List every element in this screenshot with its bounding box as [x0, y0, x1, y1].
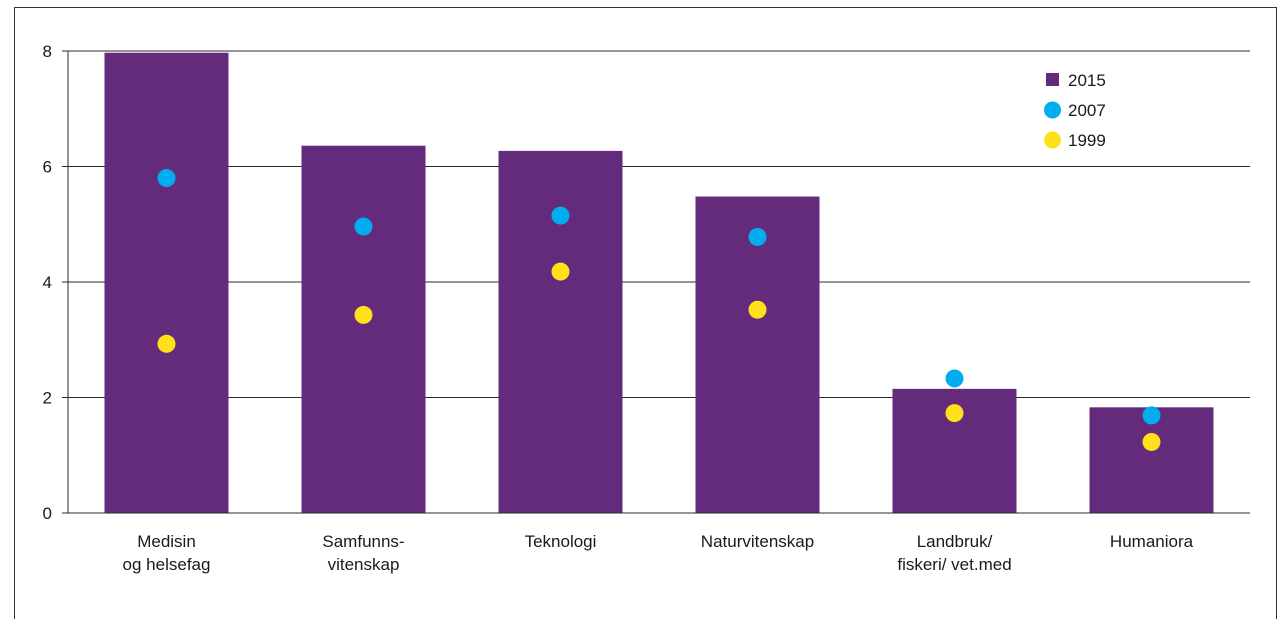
bar-2015: [1089, 407, 1214, 513]
point-1999: [157, 334, 176, 353]
point-2007: [1142, 406, 1161, 425]
legend-swatch-2007: [1044, 101, 1061, 119]
point-2007: [748, 227, 767, 246]
legend-swatch-1999: [1044, 131, 1061, 149]
x-category-label: Teknologi: [525, 532, 597, 551]
legend-label-2015: 2015: [1068, 71, 1106, 90]
point-1999: [748, 300, 767, 319]
bar-2015: [498, 150, 623, 513]
point-2007: [551, 206, 570, 225]
point-1999: [1142, 432, 1161, 451]
x-category-label: Samfunns-: [322, 532, 404, 551]
x-category-label: og helsefag: [123, 555, 211, 574]
x-category-label: Landbruk/: [917, 532, 993, 551]
y-tick-label: 4: [43, 273, 52, 292]
y-tick-label: 0: [43, 504, 52, 523]
x-category-label: fiskeri/ vet.med: [897, 555, 1011, 574]
legend-label-1999: 1999: [1068, 131, 1106, 150]
point-2007: [945, 369, 964, 388]
bar-2015: [104, 52, 229, 514]
x-category-label: Humaniora: [1110, 532, 1194, 551]
legend-swatch-2015: [1046, 73, 1059, 86]
legend-label-2007: 2007: [1068, 101, 1106, 120]
point-1999: [945, 404, 964, 423]
x-category-label: Medisin: [137, 532, 196, 551]
x-category-label: vitenskap: [328, 555, 400, 574]
y-tick-label: 6: [43, 158, 52, 177]
x-category-label: Naturvitenskap: [701, 532, 814, 551]
bar-2015: [695, 196, 820, 513]
point-1999: [551, 262, 570, 281]
y-tick-label: 8: [43, 42, 52, 61]
point-2007: [354, 217, 373, 236]
point-1999: [354, 305, 373, 324]
point-2007: [157, 169, 176, 188]
bar-2015: [301, 145, 426, 513]
y-tick-label: 2: [43, 389, 52, 408]
